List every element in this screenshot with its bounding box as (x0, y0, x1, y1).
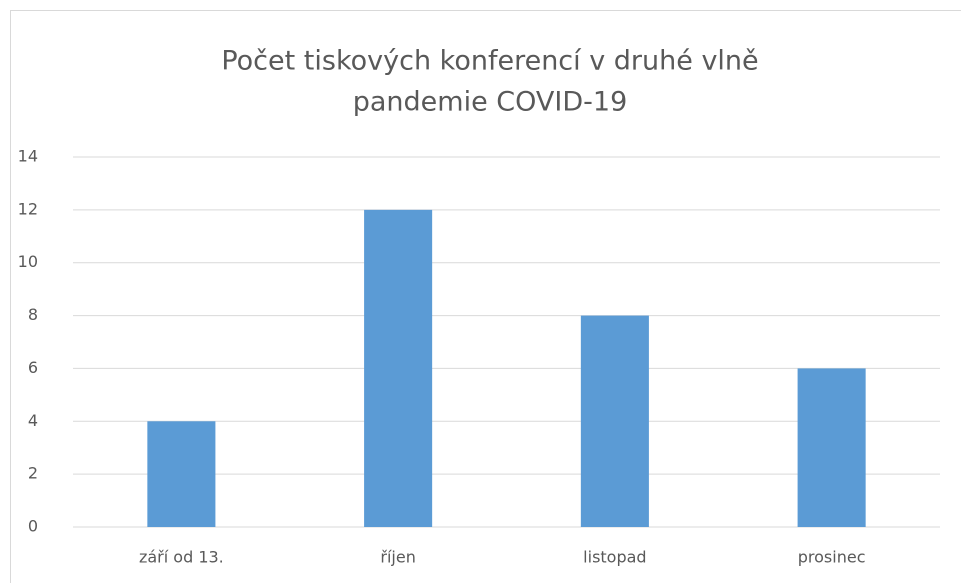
bar (147, 421, 216, 527)
y-tick-label: 0 (28, 517, 38, 536)
chart-title: Počet tiskových konferencí v druhé vlně (221, 46, 758, 77)
x-tick-label: prosinec (798, 548, 866, 567)
x-tick-label: listopad (583, 548, 646, 567)
y-tick-label: 2 (28, 464, 38, 483)
y-tick-label: 10 (18, 252, 38, 271)
y-tick-label: 12 (18, 199, 38, 218)
y-tick-label: 6 (28, 358, 38, 377)
bar (364, 209, 433, 527)
y-tick-label: 4 (28, 411, 38, 430)
chart-frame (10, 10, 961, 583)
y-tick-label: 14 (18, 147, 38, 166)
x-tick-label: září od 13. (139, 548, 224, 567)
bar (580, 315, 649, 527)
y-tick-label: 8 (28, 305, 38, 324)
chart-title: pandemie COVID-19 (353, 87, 628, 118)
x-tick-label: říjen (380, 548, 415, 567)
bar (797, 368, 866, 527)
